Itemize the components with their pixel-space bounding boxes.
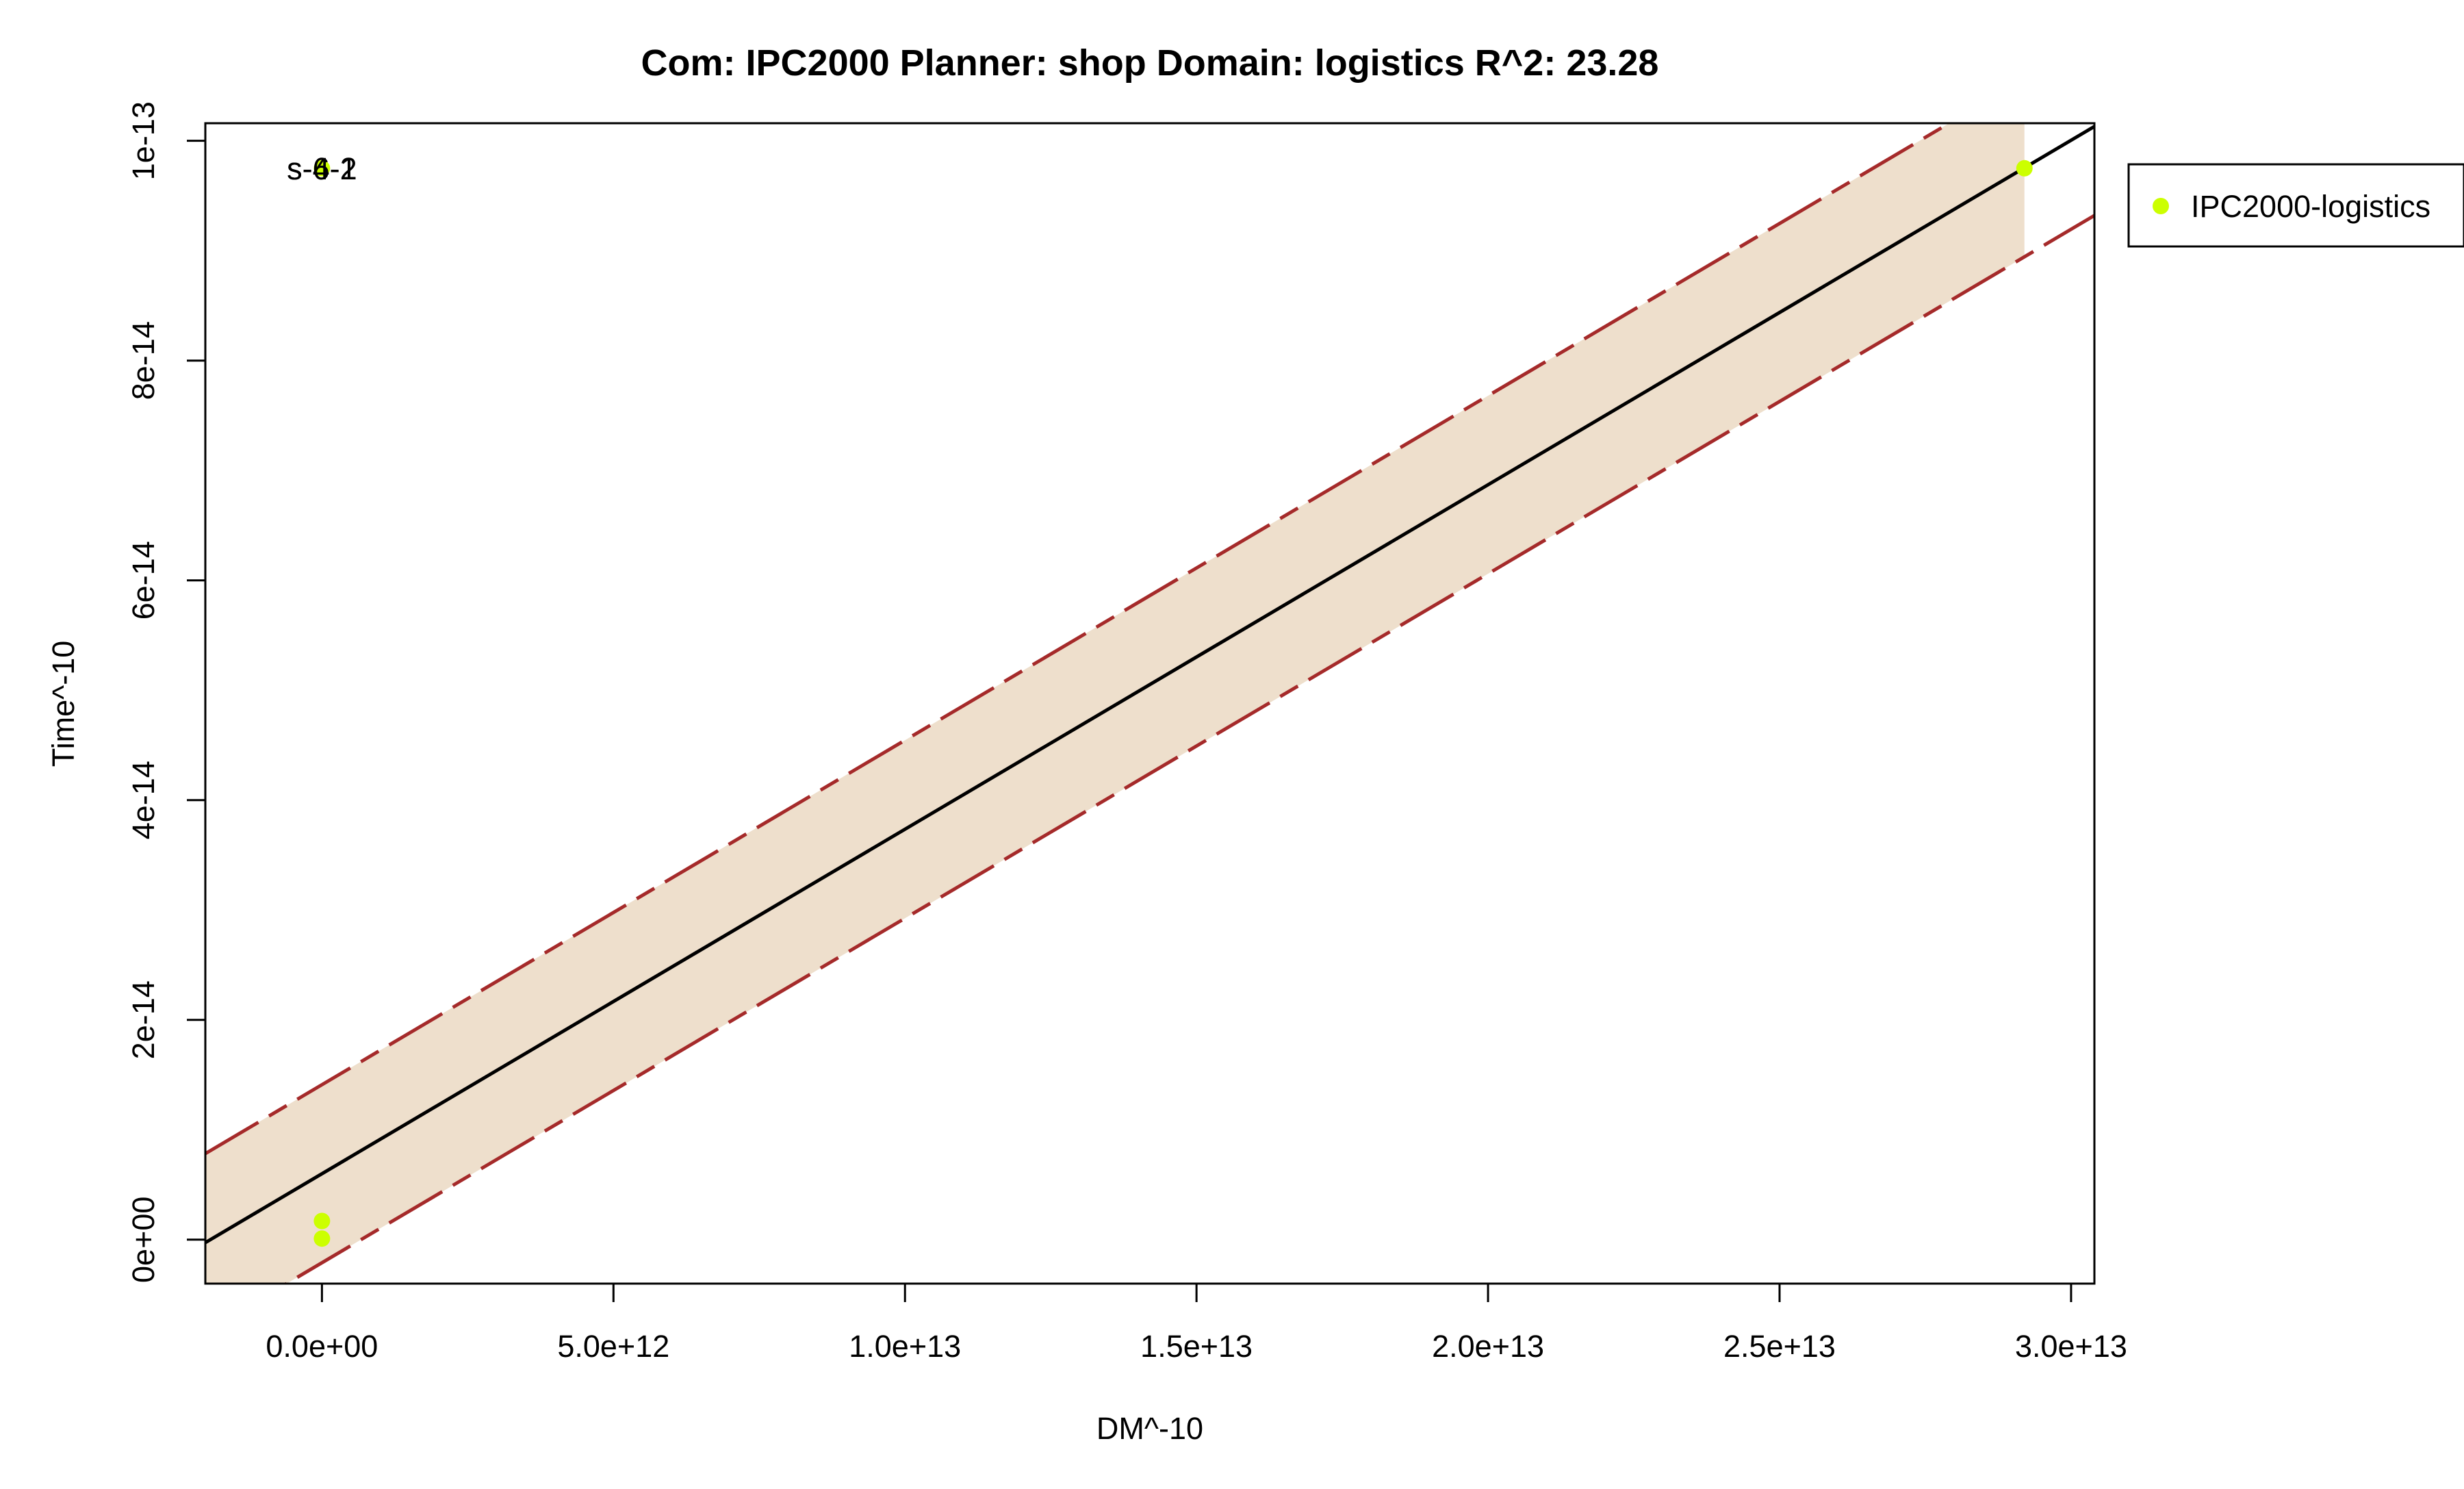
y-tick-label: 4e-14 — [126, 761, 161, 839]
legend: IPC2000-logistics — [2127, 163, 2464, 248]
data-point — [313, 1212, 331, 1230]
y-tick-label: 2e-14 — [126, 980, 161, 1059]
data-point — [313, 160, 331, 177]
point-label: s-4-1 — [287, 151, 357, 186]
data-point — [313, 1230, 331, 1247]
x-axis: 0.0e+00 5.0e+12 1.0e+13 1.5e+13 2.0e+13 2.5e+… — [266, 1282, 2127, 1364]
x-tick-label: 2.0e+13 — [1432, 1329, 1544, 1364]
chart-title: Com: IPC2000 Planner: shop Domain: logis… — [641, 42, 1659, 84]
x-axis-label: DM^-10 — [1096, 1411, 1203, 1446]
x-tick-label: 1.5e+13 — [1140, 1329, 1253, 1364]
legend-box — [2127, 163, 2464, 248]
y-tick-label: 0e+00 — [126, 1197, 161, 1283]
legend-marker — [2153, 198, 2169, 214]
x-tick-label: 3.0e+13 — [2015, 1329, 2127, 1364]
fit-line — [205, 125, 2094, 1245]
x-tick-label: 0.0e+00 — [266, 1329, 378, 1364]
data-point — [2016, 160, 2033, 177]
y-tick-label: 1e-13 — [126, 101, 161, 180]
y-axis-label: Time^-10 — [46, 641, 81, 767]
legend-label: IPC2000-logistics — [2191, 189, 2430, 224]
x-tick-label: 2.5e+13 — [1723, 1329, 1836, 1364]
y-tick-label: 8e-14 — [126, 321, 161, 400]
point-label: s-6-2 — [287, 151, 357, 186]
lower-band-line — [283, 214, 2094, 1284]
x-tick-label: 5.0e+12 — [557, 1329, 669, 1364]
point-labels: s-6-2s-4-1 — [287, 151, 357, 186]
y-axis: 0e+00 2e-14 4e-14 6e-14 8e-14 1e-13 — [126, 101, 207, 1283]
x-tick-label: 1.0e+13 — [849, 1329, 961, 1364]
fit-lines — [205, 123, 2094, 1284]
data-points — [313, 160, 2033, 1247]
upper-band-line — [205, 123, 1953, 1156]
y-tick-label: 6e-14 — [126, 541, 161, 620]
